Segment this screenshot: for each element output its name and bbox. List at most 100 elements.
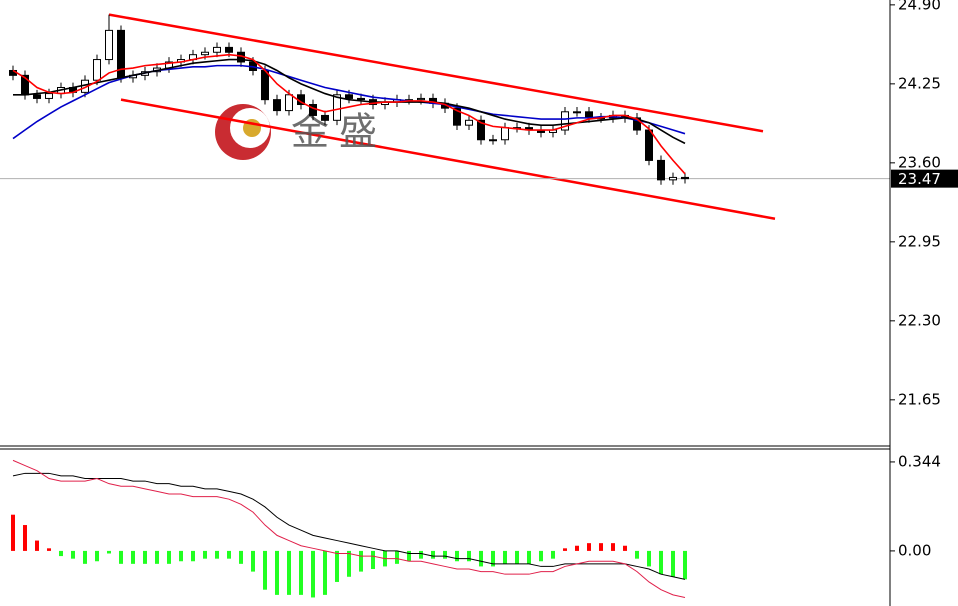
histogram-bar [47,548,51,551]
histogram-bar [311,550,315,598]
channel-line [108,13,764,133]
candle-body [357,97,365,101]
histogram-bar [659,550,663,575]
histogram-bar [287,550,291,595]
candle [681,172,689,184]
histogram-bar [215,550,219,559]
histogram-bar [683,550,687,580]
y-tick-label: 22.30 [898,311,941,329]
histogram-bar [23,525,27,551]
histogram-bar [11,514,15,551]
candle-body [33,94,41,99]
candle-body [321,114,329,121]
histogram-bar [191,550,195,562]
histogram-bar [143,550,147,564]
histogram-bar [491,550,495,567]
histogram-bar [347,550,351,577]
histogram-bar [119,550,123,564]
candle-body [657,159,665,181]
histogram-bar [299,550,303,595]
moving-average-line [12,53,686,175]
candle-body [489,139,497,142]
histogram-bar [35,540,39,551]
histogram-bar [59,550,63,557]
y-tick-label: 24.90 [898,0,941,13]
y-tick-label: 0.344 [898,452,941,470]
candle-body [573,111,581,114]
histogram-bar [503,550,507,564]
histogram-bar [263,550,267,590]
y-tick-label: 0.00 [898,541,931,559]
candle-body [285,94,293,112]
histogram-bar [71,550,75,559]
candle [321,110,329,126]
histogram-bar [515,550,519,564]
candle [669,172,677,185]
histogram-bar [395,550,399,564]
y-tick-label: 21.65 [898,390,941,408]
candle [105,14,113,65]
candle-body [645,129,653,161]
histogram-bar [623,545,627,551]
histogram-bar [131,550,135,564]
candle [561,106,569,135]
candle-body [345,94,353,99]
last-price-box [891,169,958,188]
candle-body [417,97,425,101]
histogram-bar [611,543,615,551]
watermark-text: 盛 [339,110,377,154]
histogram-bar [527,550,531,564]
histogram-bar [455,550,459,562]
histogram-bar [95,550,99,562]
histogram-bar [371,550,375,570]
candle-body [261,69,269,101]
candle-body [453,107,461,126]
watermark [215,104,271,160]
candle-body [93,59,101,81]
candle-body [501,127,509,141]
last-price-label: 23.47 [898,170,941,188]
candle [477,115,485,145]
y-tick-label: 24.25 [898,74,941,92]
histogram-bar [635,550,639,559]
candle-body [669,176,677,181]
histogram-bar [227,550,231,559]
candle [657,155,665,185]
candle-body [213,46,221,53]
candle-body [465,119,473,126]
histogram-bar [239,550,243,564]
histogram-bar [107,550,111,554]
channel-line [120,98,776,220]
histogram-bar [419,550,423,559]
y-tick-label: 23.60 [898,153,941,171]
candle-body [333,94,341,121]
candle [465,115,473,131]
histogram-bar [575,545,579,551]
histogram-bar [431,550,435,559]
candle-body [273,99,281,112]
histogram-bar [359,550,363,572]
candle [213,42,221,58]
candle [117,25,125,83]
histogram-bar [407,550,411,562]
candle [45,88,53,104]
histogram-bar [443,550,447,559]
histogram-bar [539,550,543,562]
histogram-bar [167,550,171,564]
candle [273,94,281,116]
candle [489,134,497,145]
candle-body [633,117,641,131]
histogram-bar [599,543,603,551]
histogram-bar [563,548,567,551]
candle-body [225,46,233,53]
histogram-bar [479,550,483,567]
histogram-bar [203,550,207,559]
histogram-bar [551,550,555,559]
histogram-bar [179,550,183,562]
candle-body [681,176,689,180]
macd-line [12,472,686,580]
candle [633,113,641,135]
candle [333,89,341,126]
